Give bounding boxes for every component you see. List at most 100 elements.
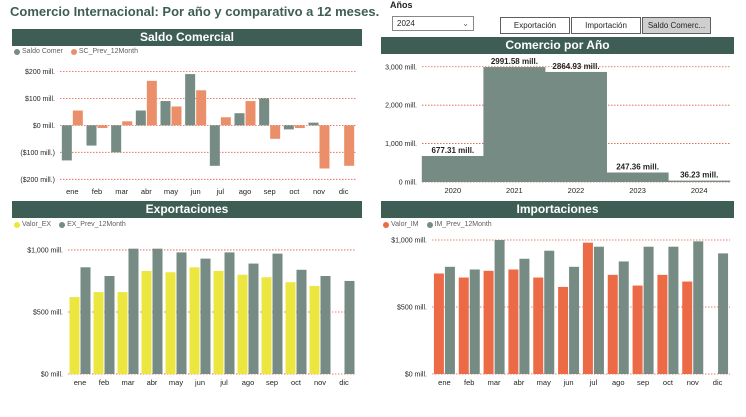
- legend-item-im-prev[interactable]: IM_Prev_12Month: [426, 221, 492, 228]
- x-tick-label: mar: [122, 378, 135, 387]
- y-tick-label: ($100 mill.): [20, 150, 55, 157]
- bar: [344, 125, 355, 166]
- legend-marker: [14, 48, 20, 55]
- bar: [248, 263, 259, 374]
- legend-item-saldo-comer[interactable]: Saldo Comer: [14, 48, 63, 55]
- bar: [200, 258, 211, 374]
- y-tick-label: $100 mill.: [25, 96, 55, 103]
- bar: [220, 117, 231, 126]
- y-tick-label: $500 mill.: [33, 309, 63, 316]
- x-tick-label: mar: [488, 378, 501, 387]
- x-tick-label: oct: [663, 378, 674, 387]
- y-tick-label: 3,000 mill.: [385, 64, 417, 71]
- y-tick-label: $0 mill.: [405, 372, 427, 379]
- legend-item-ex-prev[interactable]: EX_Prev_12Month: [59, 221, 126, 228]
- x-tick-label: abr: [141, 187, 152, 196]
- saldo-legend[interactable]: Saldo Comer SC_Prev_12Month: [14, 48, 138, 55]
- bar: [469, 269, 480, 374]
- importaciones-panel-header: Importaciones: [381, 201, 734, 218]
- bar: [508, 269, 519, 374]
- bar: [234, 113, 245, 126]
- bar: [176, 252, 187, 374]
- data-label: 2991.58 mill.: [491, 57, 538, 66]
- bar: [93, 292, 104, 374]
- bar: [533, 277, 544, 374]
- x-tick-label: 2023: [629, 186, 646, 195]
- exportaciones-legend[interactable]: Valor_EX EX_Prev_12Month: [14, 221, 126, 228]
- x-tick-label: sep: [266, 378, 278, 387]
- bar: [97, 125, 108, 129]
- bar: [259, 98, 270, 126]
- bar: [224, 252, 235, 374]
- x-tick-label: ago: [239, 187, 252, 196]
- bar: [270, 125, 281, 139]
- x-tick-label: 2024: [691, 186, 708, 195]
- bar: [80, 267, 91, 374]
- comercio-chart[interactable]: 0 mill. 1,000 mill. 2,000 mill. 3,000 mill.…: [380, 55, 736, 197]
- legend-item-sc-prev[interactable]: SC_Prev_12Month: [70, 48, 139, 55]
- bar: [189, 267, 200, 374]
- x-tick-label: may: [537, 378, 551, 387]
- year-dropdown[interactable]: 2024 ⌄: [392, 16, 474, 31]
- tab-importacion[interactable]: Importación: [571, 17, 641, 34]
- bar: [607, 274, 618, 374]
- bar: [283, 125, 294, 130]
- comercio-panel-header: Comercio por Año: [381, 37, 734, 54]
- bar: [606, 172, 669, 182]
- importaciones-chart[interactable]: $0 mill. $500 mill. $1,000 mill. ene feb mar a…: [380, 232, 736, 392]
- year-slicer-label: Años: [390, 0, 413, 10]
- bar: [72, 110, 83, 126]
- x-tick-label: ene: [438, 378, 451, 387]
- bar: [618, 261, 629, 374]
- y-tick-label: 0 mill.: [399, 180, 417, 187]
- y-tick-label: $1,000 mill.: [27, 247, 63, 254]
- x-tick-label: ene: [66, 187, 79, 196]
- x-tick-label: nov: [687, 378, 699, 387]
- legend-label: Saldo Comer: [22, 48, 63, 55]
- x-tick-label: mar: [115, 187, 128, 196]
- bar: [483, 270, 494, 374]
- legend-item-valor-im[interactable]: Valor_IM: [383, 221, 419, 228]
- x-tick-label: nov: [313, 187, 325, 196]
- bar: [261, 277, 272, 374]
- legend-marker: [59, 221, 66, 228]
- bar: [69, 297, 80, 374]
- bar: [104, 275, 115, 374]
- legend-label: SC_Prev_12Month: [78, 48, 139, 55]
- x-tick-label: sep: [637, 378, 649, 387]
- bar: [209, 125, 220, 166]
- bar: [320, 275, 331, 374]
- bar: [582, 242, 593, 374]
- legend-item-valor-ex[interactable]: Valor_EX: [14, 221, 51, 228]
- data-label: 36.23 mill.: [680, 171, 718, 180]
- tab-saldo-comercial[interactable]: Saldo Comerc...: [642, 17, 711, 34]
- bar: [569, 266, 580, 374]
- x-tick-label: jul: [219, 378, 228, 387]
- bar: [319, 125, 330, 169]
- exportaciones-chart[interactable]: $0 mill. $500 mill. $1,000 mill. ene feb mar a…: [10, 232, 364, 392]
- bar: [668, 246, 679, 374]
- legend-label: EX_Prev_12Month: [67, 221, 126, 228]
- y-tick-label: $0 mill.: [33, 123, 55, 130]
- bar: [296, 269, 307, 374]
- bar: [657, 274, 668, 374]
- bar: [185, 74, 196, 126]
- bar: [61, 125, 72, 161]
- bar: [593, 246, 604, 374]
- legend-label: Valor_IM: [391, 221, 419, 228]
- year-dropdown-value: 2024: [397, 19, 415, 28]
- bar: [111, 125, 122, 153]
- x-tick-label: dic: [339, 187, 349, 196]
- bar: [294, 125, 305, 129]
- bar: [558, 286, 569, 374]
- bar: [272, 253, 283, 374]
- data-label: 247.36 mill.: [616, 162, 659, 171]
- legend-marker: [14, 221, 20, 228]
- x-tick-label: ago: [242, 378, 255, 387]
- importaciones-legend[interactable]: Valor_IM IM_Prev_12Month: [383, 221, 492, 228]
- tab-exportacion[interactable]: Exportación: [500, 17, 570, 34]
- legend-marker: [383, 221, 389, 228]
- saldo-chart[interactable]: ($200 mill.) ($100 mill.) $0 mill. $100 mil…: [10, 58, 364, 198]
- bar: [122, 121, 133, 126]
- bar: [309, 285, 320, 374]
